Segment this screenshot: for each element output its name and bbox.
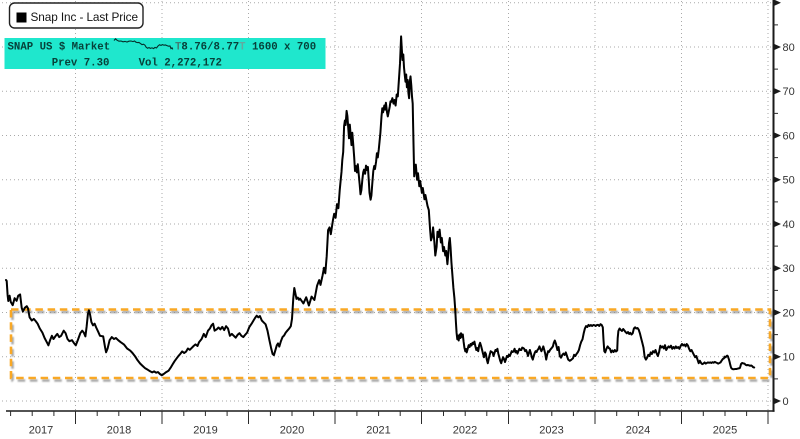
- svg-text:20: 20: [783, 307, 795, 319]
- svg-text:Snap Inc - Last Price: Snap Inc - Last Price: [31, 10, 139, 24]
- svg-text:10: 10: [783, 352, 795, 364]
- svg-text:40: 40: [783, 219, 795, 231]
- svg-text:Prev 7.30: Prev 7.30: [52, 58, 110, 70]
- svg-text:T8.76/8.77T 1600 x 700: T8.76/8.77T 1600 x 700: [175, 42, 316, 54]
- svg-text:2021: 2021: [366, 425, 390, 437]
- svg-text:2019: 2019: [193, 425, 217, 437]
- svg-text:2023: 2023: [539, 425, 563, 437]
- svg-text:2022: 2022: [453, 425, 477, 437]
- svg-text:30: 30: [783, 263, 795, 275]
- svg-text:2018: 2018: [107, 425, 131, 437]
- svg-text:Vol 2,272,172: Vol 2,272,172: [139, 58, 222, 70]
- svg-text:2020: 2020: [280, 425, 304, 437]
- svg-text:50: 50: [783, 175, 795, 187]
- svg-text:80: 80: [783, 42, 795, 54]
- svg-text:2024: 2024: [626, 425, 650, 437]
- svg-text:0: 0: [783, 396, 789, 408]
- svg-text:60: 60: [783, 130, 795, 142]
- svg-text:2017: 2017: [29, 425, 53, 437]
- svg-text:SNAP US $ Market: SNAP US $ Market: [8, 42, 111, 54]
- svg-text:2025: 2025: [713, 425, 737, 437]
- svg-text:70: 70: [783, 86, 795, 98]
